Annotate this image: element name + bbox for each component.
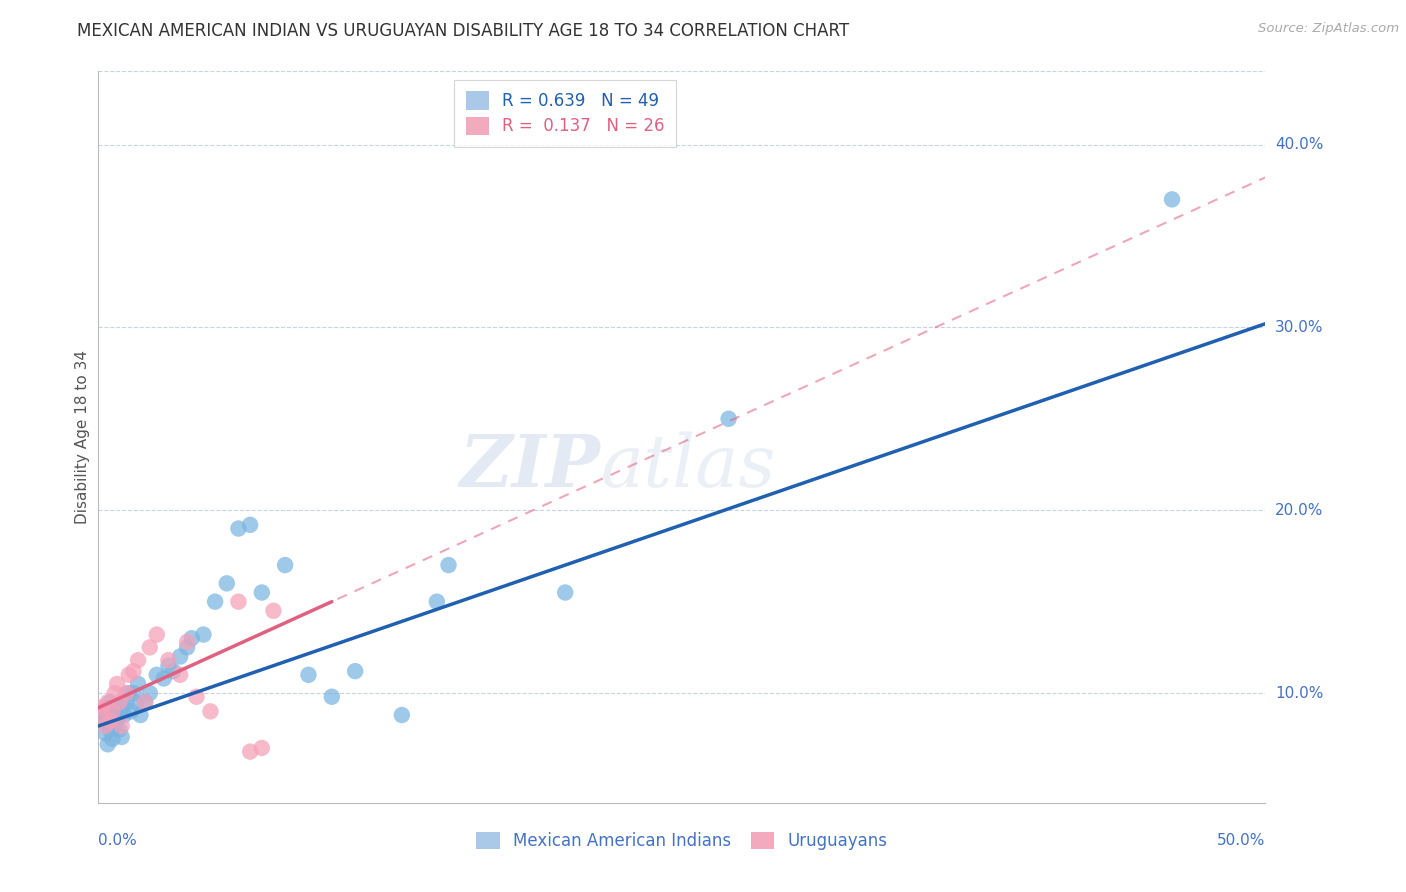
Point [239, 517, 262, 532]
Point [105, 712, 128, 726]
Point [127, 653, 149, 667]
Point [321, 690, 343, 704]
Point [97, 700, 120, 714]
Point [297, 667, 319, 681]
Point [228, 521, 250, 535]
Point [152, 672, 174, 686]
Point [125, 695, 148, 709]
Point [111, 719, 134, 733]
Point [426, 594, 449, 608]
Point [94, 719, 117, 733]
Point [108, 723, 131, 737]
Point [169, 649, 191, 664]
Point [122, 664, 145, 678]
Point [391, 708, 413, 723]
Point [176, 640, 198, 655]
Point [90, 705, 112, 719]
Point [111, 730, 134, 744]
Point [108, 695, 131, 709]
Point [186, 690, 208, 704]
Point [344, 664, 367, 678]
Point [134, 695, 156, 709]
Point [554, 585, 576, 599]
Point [215, 576, 238, 591]
Point [169, 667, 191, 681]
Point [94, 726, 117, 740]
Point [146, 667, 169, 681]
Text: 10.0%: 10.0% [1275, 686, 1323, 700]
Point [98, 695, 121, 709]
Text: 0.0%: 0.0% [98, 833, 138, 848]
Text: Source: ZipAtlas.com: Source: ZipAtlas.com [1258, 22, 1399, 36]
Point [118, 667, 141, 681]
Point [157, 653, 180, 667]
Point [104, 719, 127, 733]
Point [101, 731, 124, 746]
Point [250, 740, 273, 755]
Point [176, 635, 198, 649]
Point [112, 708, 135, 723]
Point [200, 705, 222, 719]
Point [239, 745, 262, 759]
Point [262, 604, 284, 618]
Point [129, 708, 152, 723]
Legend: Mexican American Indians, Uruguayans: Mexican American Indians, Uruguayans [470, 825, 894, 856]
Point [120, 705, 142, 719]
Point [139, 640, 162, 655]
Point [98, 714, 121, 728]
Text: 50.0%: 50.0% [1218, 833, 1265, 848]
Point [162, 664, 184, 678]
Point [101, 705, 124, 719]
Point [90, 700, 112, 714]
Point [101, 712, 124, 726]
Point [146, 627, 169, 641]
Point [97, 737, 120, 751]
Point [134, 695, 156, 709]
Y-axis label: Disability Age 18 to 34: Disability Age 18 to 34 [75, 350, 90, 524]
Text: 40.0%: 40.0% [1275, 137, 1323, 152]
Point [437, 558, 460, 573]
Text: 20.0%: 20.0% [1275, 503, 1323, 517]
Text: 30.0%: 30.0% [1275, 320, 1323, 334]
Text: ZIP: ZIP [460, 431, 600, 502]
Point [228, 594, 250, 608]
Point [274, 558, 297, 573]
Point [111, 700, 134, 714]
Text: MEXICAN AMERICAN INDIAN VS URUGUAYAN DISABILITY AGE 18 TO 34 CORRELATION CHART: MEXICAN AMERICAN INDIAN VS URUGUAYAN DIS… [77, 22, 849, 40]
Text: atlas: atlas [600, 431, 776, 501]
Point [139, 686, 162, 700]
Point [91, 708, 114, 723]
Point [105, 677, 128, 691]
Point [115, 695, 138, 709]
Point [122, 686, 145, 700]
Point [118, 686, 141, 700]
Point [127, 677, 149, 691]
Point [97, 695, 120, 709]
Point [250, 585, 273, 599]
Point [180, 632, 202, 646]
Point [204, 594, 226, 608]
Point [1161, 193, 1184, 207]
Point [104, 686, 127, 700]
Point [157, 658, 180, 673]
Point [94, 708, 117, 723]
Point [91, 714, 114, 728]
Point [115, 686, 138, 700]
Point [193, 627, 215, 641]
Point [717, 412, 740, 426]
Point [104, 705, 127, 719]
Point [98, 723, 121, 737]
